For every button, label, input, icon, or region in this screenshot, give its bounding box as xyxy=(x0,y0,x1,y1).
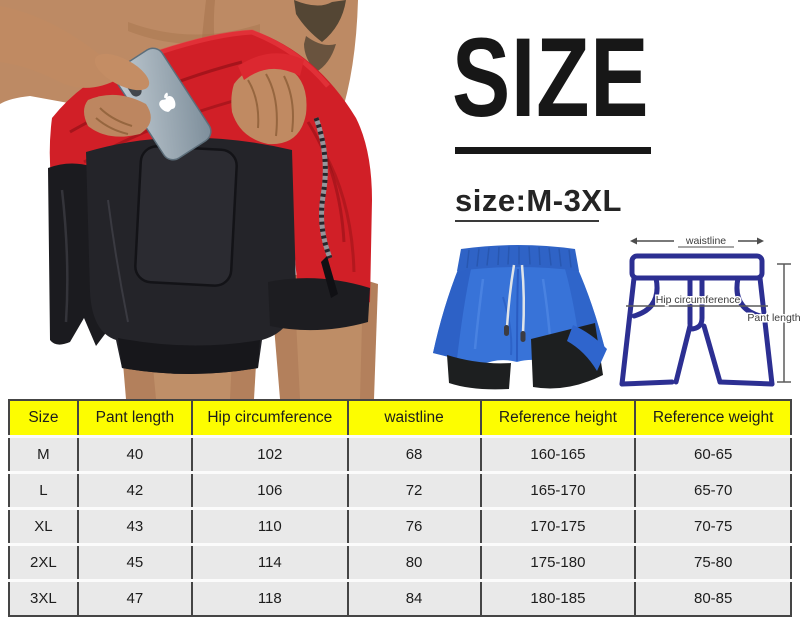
size-range-subtitle: size:M-3XL xyxy=(455,183,622,218)
header-size: Size xyxy=(8,399,79,438)
table-cell: 70-75 xyxy=(634,507,792,546)
table-cell: 180-185 xyxy=(479,579,637,617)
table-cell: 110 xyxy=(190,507,349,546)
table-cell: 75-80 xyxy=(634,543,792,582)
table-cell: 160-165 xyxy=(479,435,637,474)
table-cell: 80 xyxy=(346,543,482,582)
blue-shorts-photo xyxy=(433,245,607,390)
blue-shorts-graphic xyxy=(433,245,607,390)
size-heading-underline xyxy=(455,147,651,154)
size-heading: SIZE xyxy=(452,15,650,140)
table-cell: 68 xyxy=(346,435,482,474)
header-hip-circumference: Hip circumference xyxy=(190,399,349,438)
table-cell: 175-180 xyxy=(479,543,637,582)
table-cell: 43 xyxy=(76,507,193,546)
header-pant-length: Pant length xyxy=(76,399,193,438)
liner-left xyxy=(447,355,511,390)
header-reference-height: Reference height xyxy=(479,399,637,438)
table-cell: 165-170 xyxy=(479,471,637,510)
main-product-photo xyxy=(0,0,378,399)
table-cell: 106 xyxy=(190,471,349,510)
blue-drawstring xyxy=(504,264,526,342)
blue-flap xyxy=(567,325,607,371)
table-cell: 47 xyxy=(76,579,193,617)
table-cell: 3XL xyxy=(8,579,79,617)
table-header-row: Size Pant length Hip circumference waist… xyxy=(8,399,792,438)
size-table-wrap: Size Pant length Hip circumference waist… xyxy=(8,399,792,617)
table-row-xl: XL 43 110 76 170-175 70-75 xyxy=(8,507,792,546)
table-cell: 2XL xyxy=(8,543,79,582)
table-cell: L xyxy=(8,471,79,510)
drawstring xyxy=(313,117,338,298)
shorts-outline xyxy=(619,253,775,387)
pant-length-measure xyxy=(777,263,791,383)
header-reference-weight: Reference weight xyxy=(634,399,792,438)
table-row-3xl: 3XL 47 118 84 180-185 80-85 xyxy=(8,579,792,617)
table-cell: 170-175 xyxy=(479,507,637,546)
table-cell: 72 xyxy=(346,471,482,510)
table-cell: 42 xyxy=(76,471,193,510)
table-cell: XL xyxy=(8,507,79,546)
left-hand xyxy=(0,6,151,137)
size-range-underline xyxy=(455,220,599,222)
apple-logo-icon xyxy=(159,92,176,112)
table-cell: 84 xyxy=(346,579,482,617)
table-row-2xl: 2XL 45 114 80 175-180 75-80 xyxy=(8,543,792,582)
measurement-diagram: waistline Hip circumference Pant length xyxy=(619,235,800,387)
size-table: Size Pant length Hip circumference waist… xyxy=(8,399,792,617)
table-cell: M xyxy=(8,435,79,474)
table-cell: 76 xyxy=(346,507,482,546)
table-cell: 45 xyxy=(76,543,193,582)
table-cell: 80-85 xyxy=(634,579,792,617)
table-row-m: M 40 102 68 160-165 60-65 xyxy=(8,435,792,474)
diagram-waistline-label: waistline xyxy=(685,235,726,247)
table-cell: 40 xyxy=(76,435,193,474)
right-hand xyxy=(231,53,307,145)
table-cell: 65-70 xyxy=(634,471,792,510)
table-row-l: L 42 106 72 165-170 65-70 xyxy=(8,471,792,510)
diagram-hip-label: Hip circumference xyxy=(656,294,741,306)
table-cell: 102 xyxy=(190,435,349,474)
waistline-measure xyxy=(630,237,764,248)
diagram-pant-length-label: Pant length xyxy=(747,312,800,324)
header-waistline: waistline xyxy=(346,399,482,438)
table-cell: 114 xyxy=(190,543,349,582)
liner-pocket xyxy=(134,145,238,287)
table-cell: 118 xyxy=(190,579,349,617)
tattoo xyxy=(294,0,346,72)
table-cell: 60-65 xyxy=(634,435,792,474)
